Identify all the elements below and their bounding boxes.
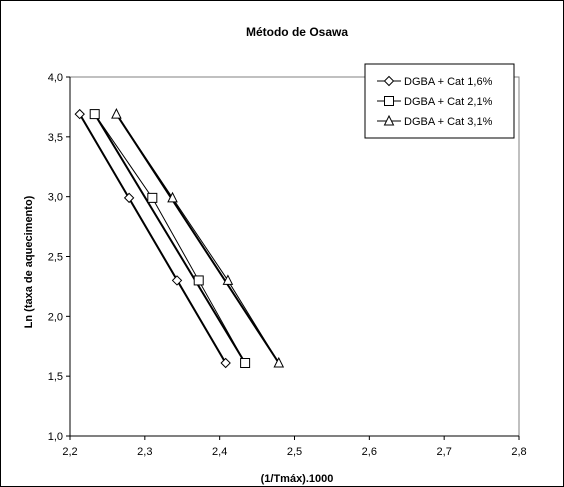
x-tick-label: 2,4 bbox=[212, 446, 227, 458]
y-tick-label: 2,0 bbox=[48, 311, 63, 323]
legend-label: DGBA + Cat 1,6% bbox=[404, 76, 493, 88]
y-tick-label: 1,5 bbox=[48, 371, 63, 383]
y-axis-label: Ln (taxa de aquecimento) bbox=[23, 195, 35, 328]
y-tick-label: 3,0 bbox=[48, 192, 63, 204]
data-point-square bbox=[240, 358, 251, 369]
data-point-square bbox=[89, 109, 100, 120]
trend-line bbox=[93, 113, 246, 364]
data-point-diamond bbox=[220, 357, 231, 369]
data-point-diamond bbox=[171, 275, 183, 286]
series-line bbox=[94, 113, 246, 364]
data-point-triangle bbox=[273, 356, 285, 368]
x-tick-label: 2,6 bbox=[362, 446, 377, 458]
legend-marker-triangle bbox=[383, 114, 395, 126]
plot-area: 2,2 2,3 2,4 2,5 2,6 2,7 2,8 1,0 1,5 2,0 2,5 3,0 3,5 4… bbox=[48, 72, 527, 458]
y-tick-label: 1,0 bbox=[48, 431, 63, 443]
legend-marker-square bbox=[384, 96, 394, 106]
legend-label: DGBA + Cat 2,1% bbox=[404, 96, 493, 108]
x-tick-label: 2,3 bbox=[137, 446, 152, 458]
data-point-square bbox=[147, 192, 158, 203]
legend-label: DGBA + Cat 3,1% bbox=[404, 116, 493, 128]
data-point-triangle bbox=[167, 191, 178, 203]
trend-line bbox=[78, 113, 227, 364]
data-point-square bbox=[193, 275, 204, 286]
y-tick-label: 2,5 bbox=[48, 252, 63, 264]
x-tick-label: 2,5 bbox=[287, 446, 302, 458]
x-tick-label: 2,8 bbox=[511, 446, 526, 458]
series-triangle bbox=[111, 107, 285, 368]
trend-line bbox=[115, 113, 280, 364]
series-diamond bbox=[74, 108, 231, 369]
y-tick-label: 4,0 bbox=[48, 72, 63, 84]
x-tick-label: 2,7 bbox=[437, 446, 452, 458]
chart-title: Método de Osawa bbox=[246, 25, 348, 39]
data-point-triangle bbox=[222, 274, 234, 285]
data-point-diamond bbox=[74, 108, 85, 120]
series-square bbox=[89, 109, 251, 369]
data-point-triangle bbox=[111, 107, 122, 119]
x-axis-label: (1/Tmáx).1000 bbox=[261, 473, 334, 485]
legend-marker-diamond bbox=[383, 75, 395, 87]
y-tick-label: 3,5 bbox=[48, 132, 63, 144]
x-tick-label: 2,2 bbox=[62, 446, 77, 458]
data-point-diamond bbox=[123, 192, 135, 204]
legend: DGBA + Cat 1,6% DGBA + Cat 2,1% DGBA + Cat… bbox=[364, 63, 515, 139]
